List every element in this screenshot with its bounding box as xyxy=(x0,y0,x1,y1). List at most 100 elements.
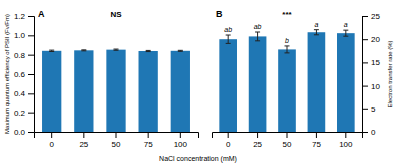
labels: A NS Maximum quantum efficiency of PSII (F… xyxy=(4,9,237,163)
bar xyxy=(139,51,158,132)
x-tick-label: 50 xyxy=(283,140,292,149)
x-tick: 50 xyxy=(283,132,292,149)
error-bar xyxy=(255,32,260,41)
labels: ababbaaB***Electron transfer rate (%) xyxy=(216,9,393,108)
bar xyxy=(249,36,267,132)
panel-label: A xyxy=(38,9,45,19)
x-tick: 25 xyxy=(253,132,262,149)
y-tick-label: 0 xyxy=(371,128,376,137)
x-tick: 0 xyxy=(226,132,231,149)
x-tick-label: 100 xyxy=(339,140,353,149)
x-tick: 75 xyxy=(144,132,153,149)
y-tick-label: 1.0 xyxy=(14,31,26,40)
x-tick-mark xyxy=(148,132,149,138)
bar xyxy=(337,33,355,132)
y-tick-mark xyxy=(28,93,34,94)
bar xyxy=(219,39,237,132)
y-axis-line xyxy=(363,17,369,133)
x-tick: 75 xyxy=(312,132,321,149)
y-tick: 25 xyxy=(362,12,380,21)
y-tick-label: 25 xyxy=(371,12,380,21)
x-tick-mark xyxy=(316,132,317,138)
x-tick: 50 xyxy=(112,132,121,149)
x-tick: 25 xyxy=(79,132,88,149)
error-bar xyxy=(49,50,54,51)
x-tick-label: 0 xyxy=(49,140,54,149)
y-tick-label: 0.8 xyxy=(14,51,26,60)
y-tick-label: 5 xyxy=(371,105,376,114)
y-tick: 0.6 xyxy=(14,70,34,79)
y-tick: 20 xyxy=(362,35,380,44)
bar-label: ab xyxy=(224,26,232,33)
x-tick: 100 xyxy=(174,132,188,149)
error-bar xyxy=(343,30,348,36)
bar-label: b xyxy=(285,37,289,44)
error-bar xyxy=(285,46,290,53)
significance: NS xyxy=(110,10,122,19)
bar xyxy=(308,32,326,132)
y-tick-mark xyxy=(28,113,34,114)
y-axis-title: Electron transfer rate (%) xyxy=(387,40,393,107)
x-tick-label: 50 xyxy=(112,140,121,149)
y-tick-mark xyxy=(28,16,34,17)
y-axis-line xyxy=(28,17,35,133)
x-tick-mark xyxy=(228,132,229,138)
x-tick-label: 75 xyxy=(312,140,321,149)
x-tick-mark xyxy=(257,132,258,138)
x-axis: 0 25 50 75 100 xyxy=(213,132,363,149)
y-tick: 0.0 xyxy=(14,128,34,137)
x-tick-label: 25 xyxy=(253,140,262,149)
y-tick: 5 xyxy=(362,105,376,114)
bar-label: a xyxy=(314,21,318,28)
y-tick: 0.4 xyxy=(14,89,34,98)
plot-area xyxy=(219,30,354,132)
y-tick-mark xyxy=(362,16,368,17)
x-tick-mark xyxy=(287,132,288,138)
x-tick-mark xyxy=(51,132,52,138)
bar xyxy=(42,51,61,132)
x-tick-label: 0 xyxy=(226,140,231,149)
error-bar xyxy=(114,49,119,50)
y-tick: 1.0 xyxy=(14,31,34,40)
bar xyxy=(106,50,125,132)
x-tick-label: 75 xyxy=(144,140,153,149)
error-bar xyxy=(81,49,86,51)
x-tick-mark xyxy=(180,132,181,138)
y-tick-mark xyxy=(28,35,34,36)
y-tick: 0 xyxy=(362,128,376,137)
y-tick-mark xyxy=(362,86,368,87)
significance: *** xyxy=(282,10,292,19)
y-tick-label: 10 xyxy=(371,82,380,91)
error-bar xyxy=(226,35,231,43)
error-bar xyxy=(178,50,183,52)
x-tick-label: 25 xyxy=(79,140,88,149)
x-tick-mark xyxy=(83,132,84,138)
bar xyxy=(74,50,93,132)
y-tick-label: 1.2 xyxy=(14,12,26,21)
x-axis-title: NaCl concentration (mM) xyxy=(159,155,237,163)
y-tick-label: 15 xyxy=(371,58,380,67)
x-axis: 0 25 50 75 100 xyxy=(35,132,199,149)
y-tick-label: 0.6 xyxy=(14,70,26,79)
bar xyxy=(278,49,296,132)
x-tick-mark xyxy=(116,132,117,138)
y-tick: 0.8 xyxy=(14,51,34,60)
y-axis-title: Maximum quantum efficiency of PSII (Fv/F… xyxy=(4,14,10,134)
x-tick-label: 100 xyxy=(174,140,188,149)
panel: 0.0 0.2 0.4 0.6 0.8 1.0 1.2 0 25 50 75 100 A NS Maximu… xyxy=(4,9,237,163)
y-tick-mark xyxy=(28,74,34,75)
chart: 0.00.20.40.60.81.01.20255075100ANSMaximu… xyxy=(0,0,400,164)
y-tick-label: 0.4 xyxy=(14,89,26,98)
y-tick: 0.2 xyxy=(14,109,34,118)
y-axis: 0 5 10 15 20 25 xyxy=(362,12,380,137)
y-tick-mark xyxy=(28,132,34,133)
y-tick: 10 xyxy=(362,82,380,91)
y-tick-mark xyxy=(362,109,368,110)
x-tick: 100 xyxy=(339,132,353,149)
error-bar xyxy=(314,30,319,35)
x-tick: 0 xyxy=(49,132,54,149)
y-tick: 1.2 xyxy=(14,12,34,21)
bar-label: ab xyxy=(254,23,262,30)
y-tick: 15 xyxy=(362,58,380,67)
y-tick-label: 0.0 xyxy=(14,128,26,137)
